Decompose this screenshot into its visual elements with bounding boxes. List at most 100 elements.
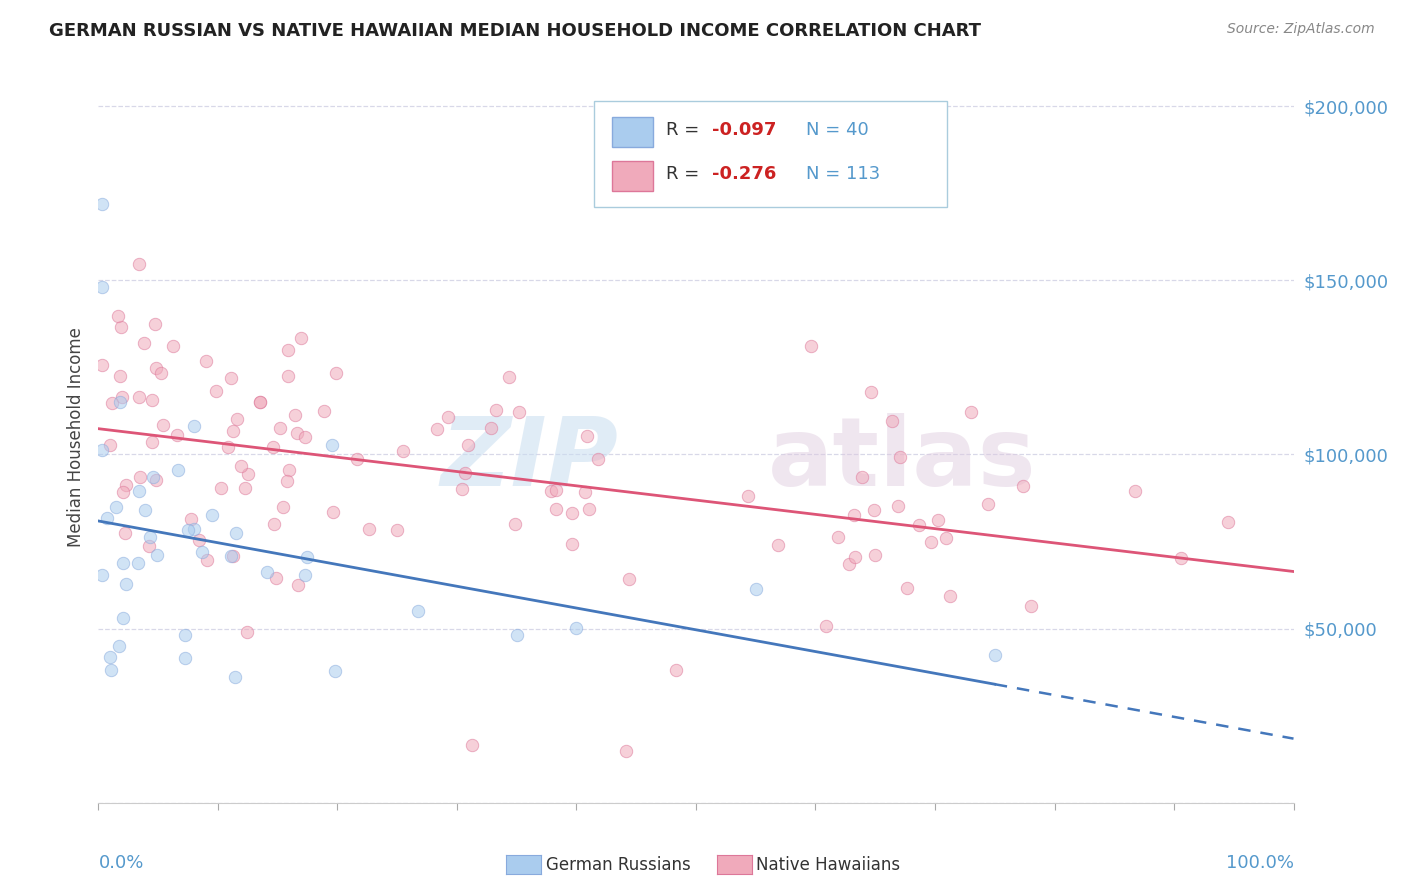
- Point: [142, 469, 165, 483]
- Point: [183, 522, 205, 536]
- Point: [150, 366, 173, 380]
- Point: [426, 422, 449, 436]
- Point: [256, 565, 278, 579]
- Point: [107, 309, 129, 323]
- Point: [276, 475, 298, 489]
- Point: [437, 409, 460, 424]
- Point: [222, 549, 245, 563]
- FancyBboxPatch shape: [613, 117, 652, 147]
- Point: [665, 663, 688, 677]
- Text: -0.097: -0.097: [711, 121, 776, 139]
- Point: [560, 537, 582, 551]
- Y-axis label: Median Household Income: Median Household Income: [66, 327, 84, 547]
- Text: 0.0%: 0.0%: [98, 854, 143, 872]
- Point: [385, 523, 408, 537]
- Point: [183, 418, 205, 433]
- Text: German Russians: German Russians: [546, 856, 690, 874]
- Point: [896, 582, 918, 596]
- Text: GERMAN RUSSIAN VS NATIVE HAWAIIAN MEDIAN HOUSEHOLD INCOME CORRELATION CHART: GERMAN RUSSIAN VS NATIVE HAWAIIAN MEDIAN…: [49, 22, 981, 40]
- Point: [262, 440, 284, 454]
- Point: [101, 396, 124, 410]
- Point: [132, 335, 155, 350]
- Point: [100, 664, 122, 678]
- Point: [745, 582, 768, 596]
- Point: [814, 619, 837, 633]
- FancyBboxPatch shape: [613, 161, 652, 191]
- Point: [128, 257, 150, 271]
- Point: [235, 624, 257, 639]
- Point: [145, 474, 167, 488]
- Text: atlas: atlas: [768, 412, 1036, 506]
- Point: [294, 567, 316, 582]
- Point: [108, 639, 131, 653]
- Point: [454, 466, 477, 480]
- Point: [146, 549, 169, 563]
- FancyBboxPatch shape: [595, 101, 948, 207]
- Point: [768, 538, 790, 552]
- Point: [110, 319, 132, 334]
- Point: [1019, 599, 1042, 613]
- Point: [111, 485, 134, 500]
- Point: [238, 467, 260, 481]
- Point: [104, 500, 127, 514]
- Point: [145, 361, 167, 376]
- Point: [173, 651, 195, 665]
- Point: [129, 470, 152, 484]
- Point: [882, 414, 904, 428]
- Point: [96, 511, 118, 525]
- Point: [920, 535, 942, 549]
- Point: [976, 497, 998, 511]
- Point: [485, 403, 508, 417]
- Point: [108, 369, 131, 384]
- Point: [91, 280, 114, 294]
- Point: [201, 508, 224, 522]
- Point: [114, 525, 136, 540]
- Point: [271, 500, 294, 515]
- Point: [927, 513, 949, 527]
- Point: [323, 665, 346, 679]
- Point: [863, 503, 886, 517]
- Point: [1170, 550, 1192, 565]
- Text: R =: R =: [666, 165, 704, 183]
- Point: [290, 330, 312, 344]
- Point: [939, 589, 962, 603]
- Point: [141, 392, 163, 407]
- Point: [139, 531, 162, 545]
- Point: [166, 427, 188, 442]
- Point: [851, 470, 873, 484]
- Point: [91, 196, 114, 211]
- Point: [907, 518, 929, 533]
- Point: [889, 450, 911, 465]
- Point: [506, 628, 529, 642]
- Point: [91, 443, 114, 458]
- Text: 100.0%: 100.0%: [1226, 854, 1294, 872]
- Point: [800, 339, 823, 353]
- Point: [1216, 516, 1239, 530]
- Point: [115, 477, 138, 491]
- Point: [406, 604, 429, 618]
- Text: Source: ZipAtlas.com: Source: ZipAtlas.com: [1227, 22, 1375, 37]
- Point: [935, 531, 957, 545]
- Point: [177, 523, 200, 537]
- Point: [285, 426, 308, 441]
- Point: [180, 512, 202, 526]
- Point: [249, 395, 271, 409]
- Point: [138, 539, 160, 553]
- Point: [209, 481, 232, 495]
- Point: [194, 353, 217, 368]
- Point: [225, 412, 247, 426]
- Point: [204, 384, 226, 398]
- Point: [544, 501, 567, 516]
- Text: N = 40: N = 40: [806, 121, 869, 139]
- Point: [222, 424, 245, 438]
- Point: [844, 550, 866, 565]
- Point: [827, 530, 849, 544]
- Text: Native Hawaiians: Native Hawaiians: [756, 856, 901, 874]
- Point: [277, 343, 299, 357]
- Point: [540, 484, 562, 499]
- Point: [574, 484, 596, 499]
- Point: [322, 505, 344, 519]
- Point: [110, 390, 132, 404]
- Point: [503, 517, 526, 532]
- Point: [191, 545, 214, 559]
